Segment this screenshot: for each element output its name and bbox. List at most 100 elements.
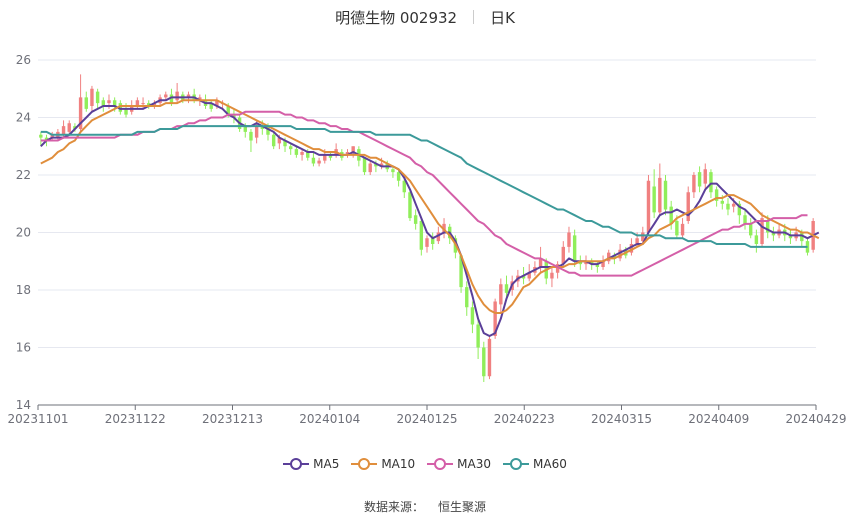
legend-marker-icon [427, 457, 454, 471]
candle-body [61, 126, 66, 135]
candle-body [482, 347, 486, 377]
chart-legend: MA5 MA10 MA30 MA60 [0, 457, 850, 471]
candle-body [186, 94, 191, 98]
candle [771, 226, 776, 242]
legend-label: MA10 [381, 457, 416, 471]
candle-body [499, 284, 503, 305]
candle [459, 255, 463, 293]
candle-body [436, 232, 441, 242]
candle [692, 172, 696, 198]
candle-body [323, 154, 327, 161]
candle [345, 149, 350, 158]
candle-body [788, 235, 793, 239]
legend-marker-icon [283, 457, 310, 471]
legend-label: MA60 [533, 457, 567, 471]
source-provider: 恒生聚源 [438, 500, 487, 514]
candle-body [300, 152, 304, 155]
x-tick-label: 20240125 [396, 412, 457, 426]
x-tick-label: 20231101 [7, 412, 68, 426]
series-line-ma10 [40, 99, 820, 314]
legend-item-ma5[interactable]: MA5 [283, 457, 339, 471]
candle [67, 120, 71, 135]
candle-body [67, 123, 71, 132]
candle-body [748, 223, 753, 236]
candle-body [254, 126, 259, 138]
legend-label: MA30 [457, 457, 492, 471]
candle-body [771, 232, 776, 236]
candle-body [317, 160, 321, 164]
candle [726, 198, 730, 216]
legend-item-ma10[interactable]: MA10 [351, 457, 415, 471]
candle [504, 275, 509, 299]
candle [209, 100, 213, 112]
candle [663, 175, 668, 216]
candle-body [39, 134, 43, 138]
candle [748, 218, 753, 239]
candle [368, 160, 372, 175]
candle-body [118, 103, 123, 112]
candle [39, 131, 43, 147]
candle-body [260, 126, 265, 129]
candle-body [538, 258, 543, 267]
candle-body [714, 189, 719, 201]
candle-body [311, 157, 316, 164]
candle-body [169, 94, 174, 104]
source-label: 数据来源： [363, 500, 424, 514]
candle [101, 97, 106, 112]
legend-marker-icon [503, 457, 530, 471]
candle-body [726, 203, 730, 210]
candle [147, 100, 151, 109]
period-label: 日K [490, 8, 515, 27]
candle [164, 91, 168, 101]
candle-body [396, 172, 401, 181]
chart-axes: 14 16 18 20 22 24 26 20231101 20231122 20231213 20… [7, 53, 846, 426]
title-divider [473, 10, 475, 24]
x-tick-label: 20240223 [494, 412, 555, 426]
candle-body [112, 100, 117, 106]
data-source: 数据来源： 恒生聚源 [0, 498, 850, 515]
candle-body [243, 126, 247, 132]
candle [118, 100, 123, 115]
candle-body [175, 91, 179, 101]
candle [413, 209, 418, 230]
candle-body [470, 307, 475, 325]
candle-body [612, 255, 617, 259]
candle-body [379, 163, 384, 167]
candle [419, 218, 424, 256]
candle [402, 177, 406, 198]
candle [680, 218, 685, 239]
series-line-ma30 [40, 110, 808, 277]
candle [607, 249, 611, 265]
candle [470, 301, 475, 334]
candle-body [294, 149, 299, 155]
candle-body [442, 223, 446, 233]
candle [271, 131, 276, 150]
legend-item-ma60[interactable]: MA60 [503, 457, 567, 471]
x-tick-label: 20240409 [688, 412, 749, 426]
candle-body [686, 192, 690, 221]
y-tick-label: 18 [16, 283, 31, 297]
candle-body [504, 284, 509, 293]
legend-label: MA5 [313, 457, 340, 471]
candle [141, 97, 145, 109]
candle [567, 226, 571, 253]
candle-body [345, 152, 350, 155]
candle-body [283, 140, 287, 147]
candle-body [766, 221, 770, 233]
candle-body [572, 235, 577, 262]
candle-body [487, 338, 492, 377]
candle-body [413, 215, 418, 224]
candle [425, 235, 429, 253]
y-tick-label: 14 [16, 398, 31, 412]
y-tick-label: 20 [16, 226, 31, 240]
legend-item-ma30[interactable]: MA30 [427, 457, 491, 471]
candle [703, 163, 707, 190]
candle-body [754, 235, 759, 244]
candle-body [306, 152, 310, 158]
candle [90, 85, 94, 112]
candle-body [50, 134, 54, 138]
candle-body [95, 91, 100, 104]
candle-body [635, 238, 639, 244]
x-tick-label: 20231122 [105, 412, 166, 426]
